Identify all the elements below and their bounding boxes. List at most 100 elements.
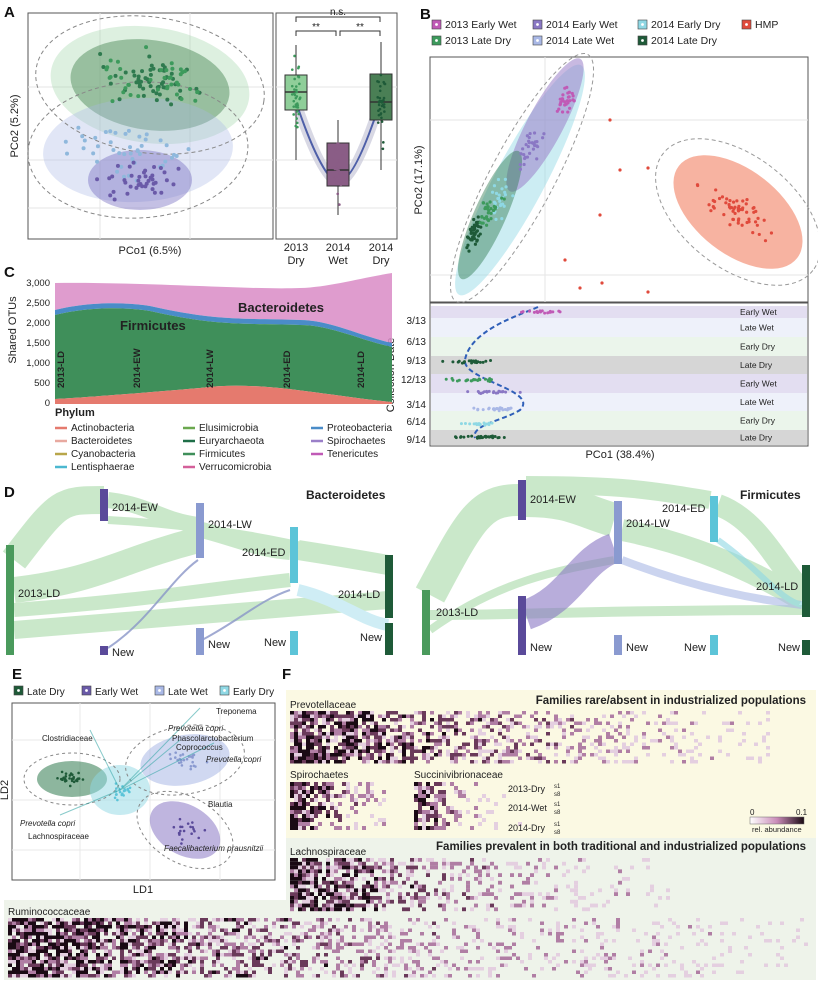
node-2014-ew-left xyxy=(100,489,108,521)
heat-cell xyxy=(410,735,414,739)
heat-cell xyxy=(466,742,470,746)
heat-cell xyxy=(474,869,478,874)
heat-cell xyxy=(334,826,338,830)
heat-cell xyxy=(398,742,402,746)
heat-cell xyxy=(80,956,84,960)
heat-cell xyxy=(350,884,354,889)
heat-cell xyxy=(216,942,220,946)
label-2014-ed-left: 2014-ED xyxy=(242,547,285,559)
heat-cell xyxy=(432,932,436,936)
heat-cell xyxy=(240,918,244,922)
heat-cell xyxy=(320,942,324,946)
heat-cell xyxy=(240,946,244,950)
scatter-point xyxy=(497,193,501,197)
legend-label: 2014 Late Dry xyxy=(651,35,718,47)
heat-cell xyxy=(718,739,722,743)
heat-cell xyxy=(656,932,660,936)
scatter-point xyxy=(138,181,143,186)
heat-cell xyxy=(320,925,324,929)
heat-cell xyxy=(104,963,108,967)
scatter-point xyxy=(473,227,477,231)
heat-cell xyxy=(352,925,356,929)
heat-cell xyxy=(20,935,24,939)
heat-cell xyxy=(580,935,584,939)
heat-cell xyxy=(366,869,370,874)
heat-cell xyxy=(136,939,140,943)
heat-cell xyxy=(464,949,468,953)
heat-cell xyxy=(76,974,80,978)
scatter-point xyxy=(500,217,504,221)
heat-cell xyxy=(314,884,318,889)
time-point xyxy=(509,406,513,410)
heat-cell xyxy=(302,802,306,806)
heat-cell xyxy=(420,932,424,936)
heat-cell xyxy=(530,756,534,760)
heat-cell xyxy=(398,725,402,729)
heat-cell xyxy=(314,794,318,798)
heat-cell xyxy=(514,903,518,908)
heat-cell xyxy=(368,918,372,922)
heat-cell xyxy=(216,935,220,939)
heat-cell xyxy=(398,899,402,904)
heat-cell xyxy=(32,925,36,929)
heat-cell xyxy=(376,928,380,932)
heat-cell xyxy=(20,960,24,964)
box-jitter-point xyxy=(376,96,380,99)
heat-cell xyxy=(290,869,294,874)
heat-cell xyxy=(410,732,414,736)
heat-cell xyxy=(290,739,294,743)
scatter-point xyxy=(193,98,198,103)
heat-cell xyxy=(462,742,466,746)
heat-cell xyxy=(332,928,336,932)
heat-cell xyxy=(666,896,670,900)
heat-cell xyxy=(540,921,544,925)
heat-cell xyxy=(36,918,40,922)
heat-cell xyxy=(476,974,480,978)
heat-cell xyxy=(458,814,462,818)
heat-cell xyxy=(458,794,462,798)
scatter-point xyxy=(128,184,133,189)
time-point xyxy=(543,311,547,315)
heat-cell xyxy=(176,925,180,929)
heat-cell xyxy=(338,884,342,889)
scatter-point xyxy=(470,238,474,242)
phylum-label: Spirochaetes xyxy=(327,436,385,447)
heat-cell xyxy=(478,892,482,896)
heat-cell xyxy=(298,732,302,736)
heat-cell xyxy=(656,939,660,943)
heat-cell xyxy=(384,956,388,960)
heat-cell xyxy=(498,732,502,736)
heat-cell xyxy=(44,960,48,964)
heat-cell xyxy=(612,925,616,929)
heat-cell xyxy=(302,749,306,753)
heat-cell xyxy=(104,967,108,971)
heat-cell xyxy=(346,735,350,739)
box-jitter-point xyxy=(382,103,386,106)
heat-cell xyxy=(200,949,204,953)
heat-cell xyxy=(566,884,570,889)
heat-cell xyxy=(252,946,256,950)
heat-cell xyxy=(370,728,374,732)
heat-cell xyxy=(290,718,294,722)
heat-cell xyxy=(220,939,224,943)
panel-b-legend: 2013 Early Wet 2014 Early Wet 2014 Early D… xyxy=(431,19,778,47)
heat-cell xyxy=(550,725,554,729)
scatter-point xyxy=(178,95,183,100)
taxon-faecalibacterium: Faecalibacterium prausnitzii xyxy=(164,844,263,853)
heat-cell xyxy=(120,946,124,950)
heat-cell xyxy=(124,974,128,978)
e-point xyxy=(115,787,118,790)
heat-cell xyxy=(324,935,328,939)
heat-cell xyxy=(112,918,116,922)
scatter-point xyxy=(762,218,766,222)
scatter-point xyxy=(498,199,502,203)
heat-cell xyxy=(314,760,318,764)
heat-cell xyxy=(500,942,504,946)
heat-cell xyxy=(436,942,440,946)
heat-cell xyxy=(796,928,800,932)
heat-cell xyxy=(410,869,414,874)
heat-cell xyxy=(232,953,236,957)
heat-cell xyxy=(60,932,64,936)
heat-cell xyxy=(204,942,208,946)
scatter-point xyxy=(561,97,565,101)
